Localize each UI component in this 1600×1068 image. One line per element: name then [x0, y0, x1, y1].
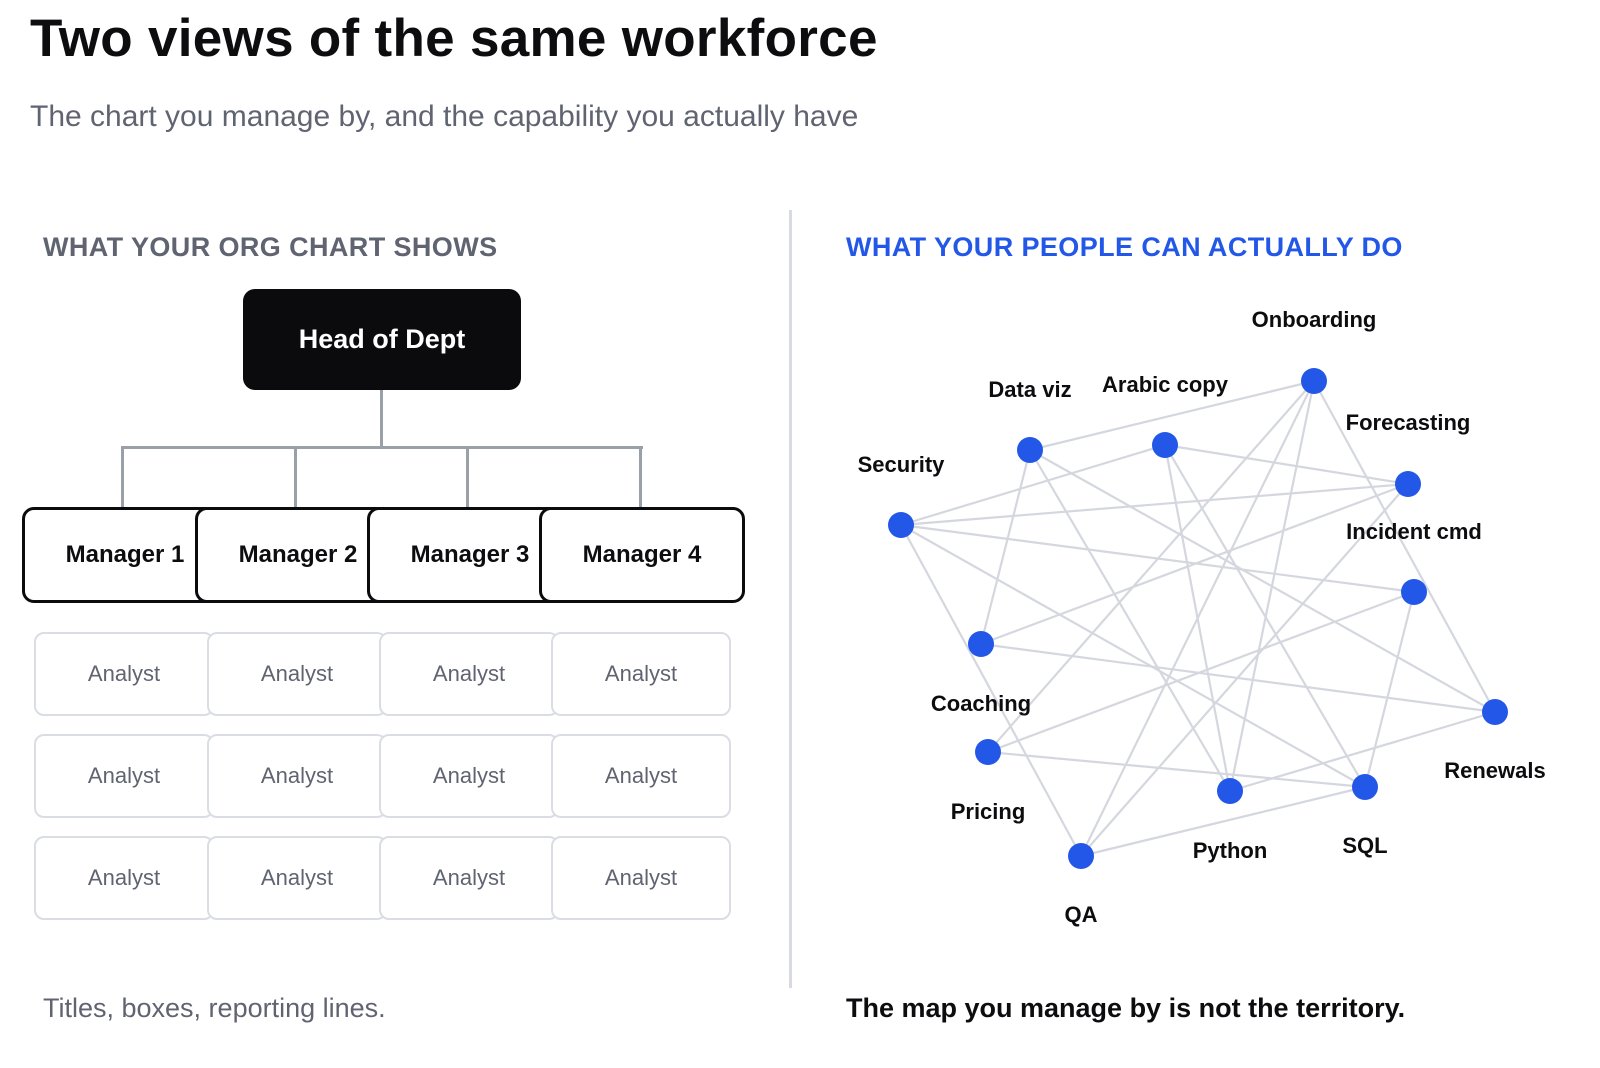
edge-incident-cmd-sql [1363, 591, 1416, 788]
edge-python-renewals [1229, 710, 1496, 793]
node-label-incident-cmd: Incident cmd [1346, 519, 1482, 544]
edge-onboarding-python [1228, 380, 1316, 792]
node-label-onboarding: Onboarding [1252, 307, 1377, 332]
node-arabic-copy [1152, 432, 1178, 458]
edge-security-qa [900, 524, 1082, 857]
page-title: Two views of the same workforce [30, 9, 878, 68]
page-subtitle: The chart you manage by, and the capabil… [30, 100, 859, 133]
analyst-box: Analyst [207, 632, 387, 716]
edge-pricing-onboarding [987, 380, 1315, 753]
node-python [1217, 778, 1243, 804]
edge-arabic-copy-forecasting [1164, 443, 1409, 486]
analyst-box: Analyst [379, 632, 559, 716]
edge-onboarding-renewals [1313, 380, 1496, 713]
manager-box-1: Manager 1 [22, 507, 228, 603]
node-onboarding [1301, 368, 1327, 394]
analyst-box: Analyst [34, 836, 214, 920]
capability-network: Onboarding Data viz Arabic copy Forecasting… [858, 307, 1546, 927]
edge-data-viz-renewals [1029, 449, 1496, 713]
head-of-dept-box: Head of Dept [243, 289, 521, 390]
node-coaching [968, 631, 994, 657]
connector-drop-3 [466, 446, 469, 512]
analyst-box: Analyst [34, 734, 214, 818]
connector-drop-1 [121, 446, 124, 512]
manager-box-4: Manager 4 [539, 507, 745, 603]
edge-security-forecasting [900, 482, 1409, 527]
node-pricing [975, 739, 1001, 765]
node-label-qa: QA [1065, 902, 1098, 927]
network-nodes [888, 368, 1508, 869]
org-chart-heading: WHAT YOUR ORG CHART SHOWS [43, 232, 498, 262]
network-labels: Onboarding Data viz Arabic copy Forecasting… [858, 307, 1546, 927]
capability-caption: The map you manage by is not the territo… [846, 993, 1406, 1023]
connector-head-stem [380, 385, 383, 448]
node-data-viz [1017, 437, 1043, 463]
node-renewals [1482, 699, 1508, 725]
edge-incident-cmd-pricing [987, 590, 1415, 754]
analyst-box: Analyst [34, 632, 214, 716]
analyst-box: Analyst [379, 836, 559, 920]
connector-drop-4 [639, 446, 642, 512]
node-label-arabic-copy: Arabic copy [1102, 372, 1229, 397]
analyst-box: Analyst [551, 836, 731, 920]
analyst-box: Analyst [551, 734, 731, 818]
analyst-box: Analyst [207, 734, 387, 818]
edge-data-viz-python [1029, 449, 1231, 792]
node-label-data-viz: Data viz [988, 377, 1071, 402]
node-label-python: Python [1193, 838, 1268, 863]
network-edges [900, 379, 1496, 858]
edge-coaching-renewals [980, 642, 1496, 714]
edge-arabic-copy-security [900, 443, 1166, 527]
node-sql [1352, 774, 1378, 800]
edge-data-viz-coaching [979, 449, 1032, 645]
panel-divider [789, 210, 792, 988]
analyst-box: Analyst [207, 836, 387, 920]
edge-security-sql [900, 524, 1366, 788]
node-label-renewals: Renewals [1444, 758, 1546, 783]
edge-pricing-sql [987, 750, 1366, 789]
node-label-sql: SQL [1342, 833, 1387, 858]
edge-forecasting-qa [1080, 483, 1409, 857]
connector-drop-2 [294, 446, 297, 512]
edge-qa-sql [1080, 785, 1366, 858]
node-label-forecasting: Forecasting [1346, 410, 1471, 435]
edge-data-viz-onboarding [1029, 379, 1315, 452]
node-forecasting [1395, 471, 1421, 497]
node-incident-cmd [1401, 579, 1427, 605]
node-label-security: Security [858, 452, 946, 477]
edge-forecasting-coaching [980, 482, 1409, 646]
connector-horizontal-bar [121, 446, 643, 449]
org-chart-caption: Titles, boxes, reporting lines. [43, 993, 386, 1023]
capability-heading: WHAT YOUR PEOPLE CAN ACTUALLY DO [846, 232, 1403, 262]
analyst-box: Analyst [379, 734, 559, 818]
manager-box-2: Manager 2 [195, 507, 401, 603]
node-security [888, 512, 914, 538]
analyst-box: Analyst [551, 632, 731, 716]
node-label-pricing: Pricing [951, 799, 1026, 824]
node-label-coaching: Coaching [931, 691, 1031, 716]
node-qa [1068, 843, 1094, 869]
edge-onboarding-qa [1080, 380, 1315, 857]
